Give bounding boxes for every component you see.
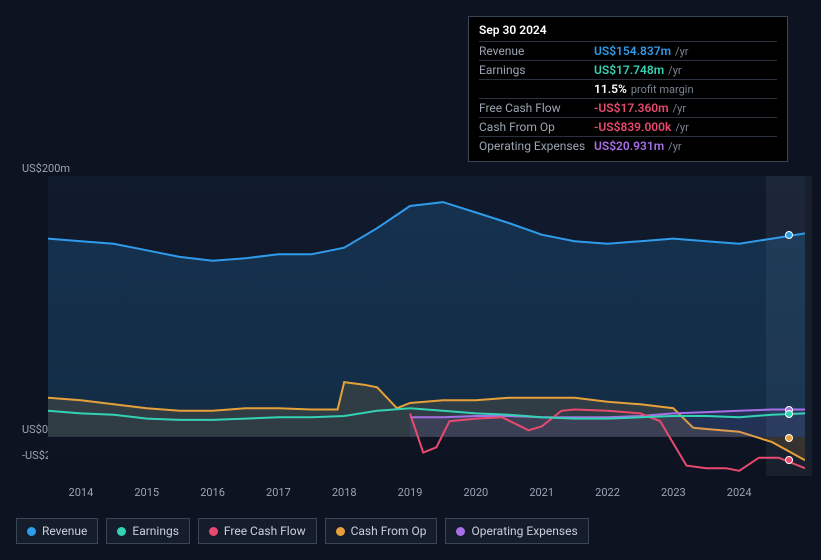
legend-label: Revenue: [42, 524, 87, 538]
x-tick-label: 2014: [69, 486, 94, 499]
tooltip-value: US$20.931m: [594, 139, 664, 153]
legend-dot-icon: [336, 527, 345, 536]
x-tick-label: 2017: [266, 486, 291, 499]
x-tick-label: 2019: [398, 486, 423, 499]
tooltip-unit: /yr: [675, 45, 688, 58]
legend-label: Cash From Op: [351, 524, 427, 538]
series-marker: [785, 434, 793, 442]
legend-label: Operating Expenses: [471, 524, 577, 538]
tooltip-label: Cash From Op: [479, 120, 594, 134]
tooltip-value: US$17.748m: [594, 63, 664, 77]
tooltip-rows: RevenueUS$154.837m/yrEarningsUS$17.748m/…: [479, 41, 777, 155]
tooltip-row: Free Cash Flow-US$17.360m/yr: [479, 98, 777, 117]
tooltip-row: EarningsUS$17.748m/yr: [479, 60, 777, 79]
legend-label: Free Cash Flow: [224, 524, 306, 538]
series-marker: [785, 231, 793, 239]
legend-dot-icon: [209, 527, 218, 536]
legend-dot-icon: [456, 527, 465, 536]
tooltip-label: Free Cash Flow: [479, 101, 594, 115]
chart-tooltip: Sep 30 2024 RevenueUS$154.837m/yrEarning…: [468, 16, 788, 162]
tooltip-value: 11.5%: [594, 82, 627, 96]
tooltip-row: RevenueUS$154.837m/yr: [479, 41, 777, 60]
x-tick-label: 2015: [134, 486, 159, 499]
tooltip-unit: /yr: [673, 102, 686, 115]
legend-item[interactable]: Free Cash Flow: [198, 518, 317, 544]
legend-dot-icon: [27, 527, 36, 536]
tooltip-row: Operating ExpensesUS$20.931m/yr: [479, 136, 777, 155]
x-tick-label: 2022: [595, 486, 620, 499]
x-tick-label: 2016: [200, 486, 225, 499]
legend-label: Earnings: [132, 524, 179, 538]
legend-dot-icon: [117, 527, 126, 536]
legend-item[interactable]: Cash From Op: [325, 518, 438, 544]
x-tick-label: 2020: [463, 486, 488, 499]
tooltip-row: Cash From Op-US$839.000k/yr: [479, 117, 777, 136]
x-axis: 2014 2015 2016 2017 2018 2019 2020 2021 2022 2023…: [48, 486, 805, 506]
tooltip-unit: /yr: [668, 140, 681, 153]
tooltip-value: -US$17.360m: [594, 101, 669, 115]
y-tick-label: US$0: [22, 423, 48, 436]
series-marker: [785, 456, 793, 464]
chart-svg: [48, 176, 805, 476]
tooltip-unit: /yr: [668, 64, 681, 77]
series-marker: [785, 410, 793, 418]
tooltip-value: US$154.837m: [594, 44, 671, 58]
legend: Revenue Earnings Free Cash Flow Cash From O…: [16, 518, 589, 544]
tooltip-unit: profit margin: [631, 83, 694, 96]
legend-item[interactable]: Operating Expenses: [445, 518, 588, 544]
tooltip-label: Revenue: [479, 44, 594, 58]
y-tick-label: US$200m: [22, 162, 70, 175]
x-tick-label: 2024: [727, 486, 752, 499]
plot-area[interactable]: [48, 176, 805, 476]
tooltip-label: Earnings: [479, 63, 594, 77]
tooltip-label: Operating Expenses: [479, 139, 594, 153]
legend-item[interactable]: Earnings: [106, 518, 190, 544]
tooltip-date: Sep 30 2024: [479, 23, 777, 41]
tooltip-value: -US$839.000k: [594, 120, 671, 134]
x-tick-label: 2023: [661, 486, 686, 499]
tooltip-row: 11.5% profit margin: [479, 79, 777, 98]
tooltip-unit: /yr: [675, 121, 688, 134]
x-tick-label: 2021: [529, 486, 554, 499]
legend-item[interactable]: Revenue: [16, 518, 98, 544]
x-tick-label: 2018: [332, 486, 357, 499]
